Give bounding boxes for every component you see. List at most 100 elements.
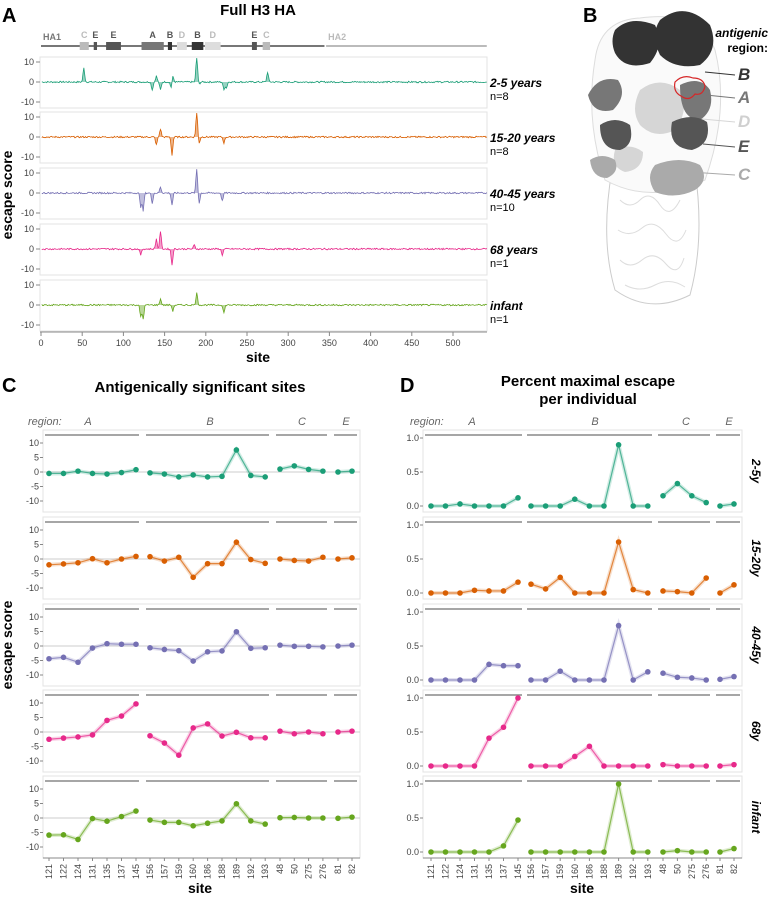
data-point	[703, 499, 709, 506]
data-point	[161, 558, 168, 564]
individual-traces-band	[531, 783, 648, 854]
data-point	[586, 743, 593, 750]
data-point	[601, 503, 607, 509]
data-point	[161, 740, 168, 746]
data-point	[601, 763, 607, 769]
data-point	[528, 763, 534, 769]
domain-label-ha1: HA1	[43, 32, 61, 42]
data-point	[176, 752, 182, 758]
data-point	[645, 849, 651, 855]
region-header-c: C	[298, 416, 306, 428]
data-point	[118, 469, 125, 476]
site-tick-label: 186	[584, 864, 594, 879]
site-tick-label: 81	[715, 864, 725, 874]
x-tick-label: 100	[116, 338, 131, 348]
site-tick-label: 135	[484, 864, 494, 879]
data-point	[615, 442, 622, 448]
y-tick-label: 0	[29, 244, 34, 254]
y-tick-label: 10	[24, 280, 34, 290]
region-label-d: D	[210, 30, 217, 40]
data-point	[190, 725, 196, 731]
group-n-label: n=1	[490, 258, 509, 270]
data-point	[586, 849, 593, 855]
x-tick-label: 300	[281, 338, 296, 348]
data-point	[615, 781, 622, 787]
data-point	[262, 560, 269, 567]
region-box-c	[262, 42, 271, 50]
individual-traces-band	[149, 445, 266, 479]
site-tick-label: 276	[701, 864, 711, 879]
data-point	[320, 554, 326, 561]
data-point	[46, 562, 52, 568]
data-point	[89, 732, 96, 738]
y-tick-label: 0.5	[406, 813, 419, 823]
data-point	[335, 469, 341, 475]
data-point	[630, 677, 636, 683]
region-label-e: E	[111, 30, 117, 40]
region-label-b: B	[167, 30, 174, 40]
data-point	[645, 503, 651, 509]
escape-area-2-5	[41, 58, 487, 91]
row-frame	[39, 56, 488, 109]
data-point	[161, 646, 168, 653]
data-point	[689, 675, 695, 681]
panel-c-ylabel: escape score	[0, 600, 15, 689]
data-point	[542, 586, 549, 592]
site-tick-label: 145	[513, 864, 523, 879]
y-tick-label: 0.0	[406, 501, 419, 511]
row-frame	[422, 603, 743, 687]
data-point	[291, 557, 298, 564]
y-tick-label: 1.0	[406, 520, 419, 530]
mean-line-40-45	[662, 672, 707, 681]
site-tick-label: 275	[687, 864, 697, 879]
y-tick-label: 5	[34, 453, 39, 463]
y-tick-label: 0	[34, 554, 39, 564]
escape-line-40-45	[41, 169, 488, 212]
region-leader-line	[702, 143, 736, 148]
data-point	[161, 471, 168, 477]
data-point	[147, 732, 153, 739]
group-label: 15-20 years	[490, 131, 556, 145]
data-point	[349, 555, 355, 561]
site-tick-label: 82	[347, 864, 357, 874]
data-point	[428, 763, 434, 769]
data-point	[133, 701, 139, 707]
row-frame	[42, 516, 361, 600]
y-tick-label: 0	[29, 188, 34, 198]
y-tick-label: 1.0	[406, 607, 419, 617]
y-tick-label: 0.0	[406, 847, 419, 857]
y-tick-label: -10	[21, 97, 34, 107]
data-point	[471, 763, 478, 769]
data-point	[660, 493, 666, 499]
y-tick-label: 1.0	[406, 693, 419, 703]
data-point	[500, 662, 507, 669]
data-point	[601, 849, 607, 855]
data-point	[515, 579, 521, 585]
group-label: 40-45 years	[489, 187, 556, 201]
site-tick-label: 145	[131, 864, 141, 879]
row-label: infant	[749, 801, 763, 835]
y-tick-label: 5	[34, 540, 39, 550]
site-tick-label: 186	[203, 864, 213, 879]
data-point	[717, 676, 723, 683]
data-point	[615, 539, 622, 545]
site-tick-label: 124	[73, 864, 83, 879]
data-point	[601, 590, 607, 596]
data-point	[689, 763, 695, 769]
data-point	[248, 556, 254, 563]
data-point	[630, 503, 636, 509]
data-point	[277, 466, 283, 472]
panel-c-chart: region: A B C E1050-5-101050-5-101050-5-1010…	[26, 416, 361, 879]
region-leader-line	[701, 118, 736, 123]
site-tick-label: 188	[217, 864, 227, 879]
row-label: 15-20y	[749, 539, 763, 578]
data-point	[500, 724, 507, 731]
escape-line-68	[41, 231, 488, 266]
row-label: 68y	[749, 721, 763, 742]
data-point	[428, 503, 434, 509]
individual-traces-band	[531, 743, 648, 768]
data-point	[176, 647, 182, 654]
y-tick-label: 0	[34, 467, 39, 477]
region-header-label: region:	[28, 416, 62, 428]
panel-label-b: B	[583, 5, 597, 27]
